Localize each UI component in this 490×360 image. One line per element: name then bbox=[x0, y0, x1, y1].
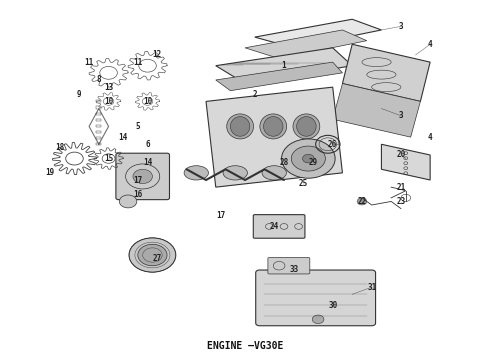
Circle shape bbox=[282, 139, 335, 178]
Text: 30: 30 bbox=[328, 301, 337, 310]
Text: 4: 4 bbox=[428, 40, 433, 49]
Ellipse shape bbox=[184, 166, 208, 180]
Text: 3: 3 bbox=[398, 22, 403, 31]
Text: 18: 18 bbox=[55, 143, 65, 152]
Text: 10: 10 bbox=[104, 97, 113, 106]
Text: 23: 23 bbox=[396, 197, 406, 206]
Circle shape bbox=[357, 198, 367, 205]
Text: 5: 5 bbox=[136, 122, 140, 131]
Bar bbox=[97, 131, 101, 133]
Circle shape bbox=[133, 169, 152, 184]
Text: 14: 14 bbox=[143, 158, 152, 167]
Text: 33: 33 bbox=[289, 265, 298, 274]
Text: 12: 12 bbox=[153, 50, 162, 59]
Text: 26: 26 bbox=[328, 140, 337, 149]
Text: 14: 14 bbox=[119, 132, 128, 141]
Bar bbox=[97, 100, 101, 103]
Polygon shape bbox=[245, 30, 367, 59]
Ellipse shape bbox=[260, 114, 287, 139]
Ellipse shape bbox=[293, 114, 320, 139]
Polygon shape bbox=[206, 87, 343, 187]
Bar bbox=[97, 119, 101, 121]
Text: 29: 29 bbox=[309, 158, 318, 167]
FancyBboxPatch shape bbox=[116, 153, 170, 200]
Polygon shape bbox=[343, 44, 430, 102]
Text: 17: 17 bbox=[133, 176, 143, 185]
Text: 8: 8 bbox=[97, 76, 101, 85]
FancyBboxPatch shape bbox=[256, 270, 375, 326]
Text: 13: 13 bbox=[104, 83, 113, 92]
FancyBboxPatch shape bbox=[253, 215, 305, 238]
Polygon shape bbox=[255, 19, 381, 48]
Polygon shape bbox=[333, 84, 420, 137]
Ellipse shape bbox=[262, 166, 287, 180]
Text: 20: 20 bbox=[396, 150, 406, 159]
Text: 27: 27 bbox=[153, 254, 162, 263]
Circle shape bbox=[119, 195, 137, 208]
Text: ENGINE –VG30E: ENGINE –VG30E bbox=[207, 342, 283, 351]
Bar bbox=[97, 137, 101, 139]
Circle shape bbox=[302, 154, 314, 163]
Polygon shape bbox=[216, 48, 352, 84]
Ellipse shape bbox=[264, 117, 283, 136]
Ellipse shape bbox=[296, 117, 316, 136]
Text: 22: 22 bbox=[357, 197, 367, 206]
Text: 11: 11 bbox=[133, 58, 143, 67]
Text: 28: 28 bbox=[279, 158, 289, 167]
Text: 6: 6 bbox=[145, 140, 150, 149]
Text: 2: 2 bbox=[252, 90, 257, 99]
Bar bbox=[97, 143, 101, 145]
Text: 15: 15 bbox=[104, 154, 113, 163]
Text: 17: 17 bbox=[216, 211, 225, 220]
Polygon shape bbox=[381, 144, 430, 180]
Ellipse shape bbox=[223, 166, 247, 180]
Text: 21: 21 bbox=[396, 183, 406, 192]
Circle shape bbox=[291, 146, 325, 171]
Text: 11: 11 bbox=[84, 58, 94, 67]
Ellipse shape bbox=[227, 114, 253, 139]
Text: 9: 9 bbox=[77, 90, 82, 99]
Text: 4: 4 bbox=[428, 132, 433, 141]
Text: 24: 24 bbox=[270, 222, 279, 231]
Circle shape bbox=[129, 238, 176, 272]
Polygon shape bbox=[216, 62, 343, 91]
Ellipse shape bbox=[230, 117, 250, 136]
Text: 10: 10 bbox=[143, 97, 152, 106]
Text: 19: 19 bbox=[46, 168, 55, 177]
Bar bbox=[97, 125, 101, 127]
Text: 3: 3 bbox=[398, 111, 403, 120]
Bar bbox=[97, 113, 101, 115]
FancyBboxPatch shape bbox=[268, 257, 310, 274]
Text: 25: 25 bbox=[299, 179, 308, 188]
Text: 31: 31 bbox=[367, 283, 376, 292]
Circle shape bbox=[138, 244, 167, 266]
Text: 1: 1 bbox=[282, 61, 286, 70]
Text: 16: 16 bbox=[133, 190, 143, 199]
Bar bbox=[97, 107, 101, 109]
Circle shape bbox=[312, 315, 324, 324]
